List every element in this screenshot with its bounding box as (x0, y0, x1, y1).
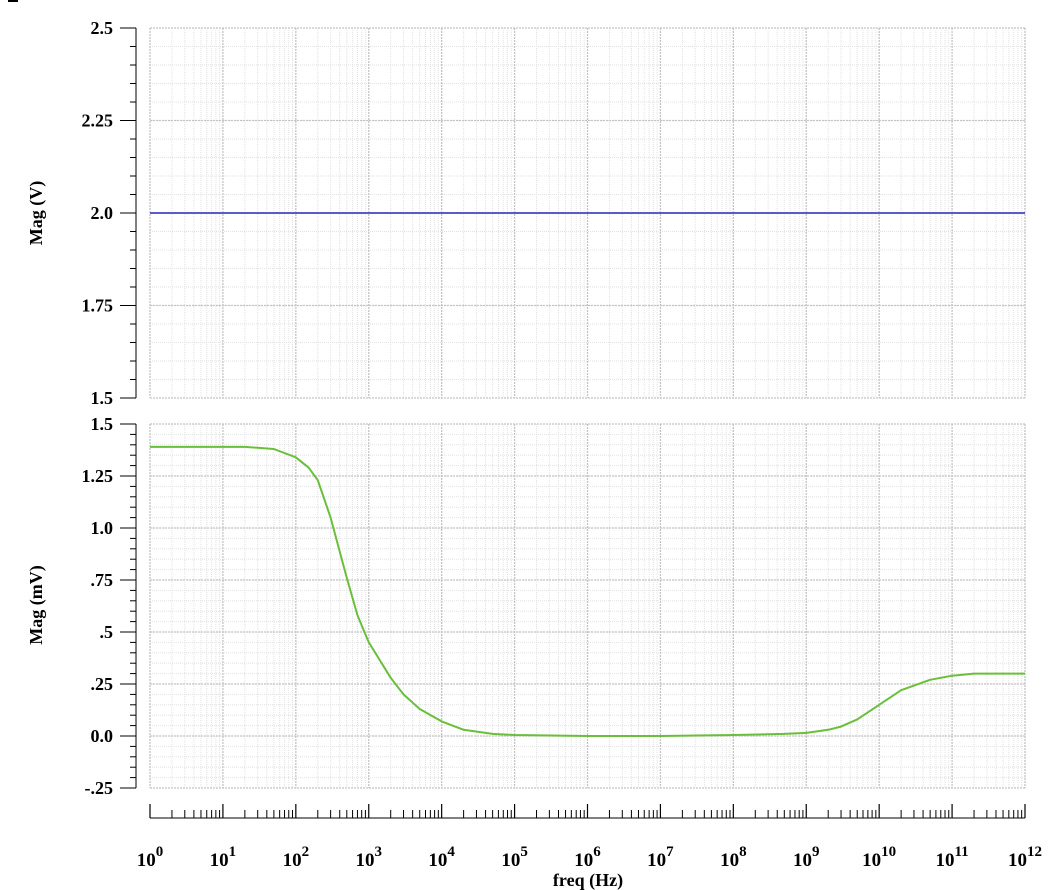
y-axis-label: Mag (V) (26, 181, 47, 245)
y-axis-label: Mag (mV) (26, 565, 47, 644)
y-tick-label: -.25 (85, 778, 114, 798)
x-tick-label: 105 (501, 844, 528, 871)
y-tick-label: .75 (91, 570, 114, 590)
x-tick-label: 1010 (862, 844, 896, 871)
y-tick-label: 2.25 (82, 111, 114, 131)
x-tick-label: 100 (137, 844, 164, 871)
x-tick-label: 102 (283, 844, 310, 871)
x-axis-label: freq (Hz) (553, 870, 623, 890)
y-tick-label: 1.5 (91, 414, 114, 434)
y-tick-label: .5 (100, 622, 114, 642)
y-tick-label: 0.0 (91, 726, 114, 746)
x-tick-label: 108 (720, 844, 747, 871)
x-tick-label: 1012 (1008, 844, 1042, 871)
y-tick-label: 1.0 (91, 518, 114, 538)
corner-mark (8, 0, 18, 2)
x-tick-label: 103 (356, 844, 383, 871)
y-tick-label: 1.5 (91, 388, 114, 408)
y-tick-label: 1.75 (82, 296, 114, 316)
y-tick-label: 1.25 (82, 466, 114, 486)
x-tick-label: 101 (210, 844, 237, 871)
y-tick-label: 2.0 (91, 203, 114, 223)
y-tick-label: 2.5 (91, 18, 114, 38)
y-tick-label: .25 (91, 674, 114, 694)
x-tick-label: 1011 (935, 844, 968, 871)
series-line-2 (150, 445, 1025, 737)
x-tick-label: 104 (428, 844, 455, 871)
x-tick-label: 107 (647, 844, 674, 871)
x-tick-label: 109 (793, 844, 820, 871)
x-tick-label: 106 (574, 844, 601, 871)
